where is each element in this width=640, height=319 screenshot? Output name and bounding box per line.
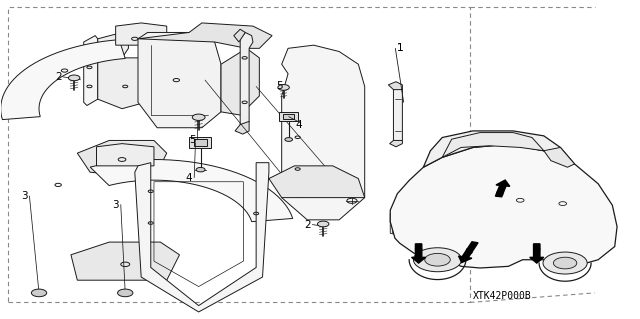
Polygon shape <box>394 88 403 144</box>
Circle shape <box>192 114 205 121</box>
Text: 1: 1 <box>397 43 403 53</box>
FancyArrow shape <box>412 244 426 263</box>
Polygon shape <box>135 163 269 312</box>
FancyArrow shape <box>495 180 510 197</box>
Polygon shape <box>390 140 403 147</box>
Polygon shape <box>138 33 221 128</box>
Text: 2: 2 <box>55 72 61 82</box>
Polygon shape <box>138 23 272 48</box>
Text: 4: 4 <box>296 120 302 130</box>
Circle shape <box>278 85 289 90</box>
Text: 1: 1 <box>397 43 403 53</box>
Circle shape <box>554 257 577 269</box>
Polygon shape <box>294 58 307 109</box>
Text: 2: 2 <box>304 219 310 230</box>
Polygon shape <box>234 29 245 42</box>
Polygon shape <box>77 140 167 179</box>
Polygon shape <box>98 33 129 58</box>
Polygon shape <box>189 137 211 148</box>
Polygon shape <box>544 147 575 167</box>
Polygon shape <box>71 242 179 280</box>
Polygon shape <box>442 133 544 157</box>
Polygon shape <box>193 139 207 146</box>
Circle shape <box>425 253 451 266</box>
Polygon shape <box>235 122 249 134</box>
Polygon shape <box>90 160 292 222</box>
Text: 5: 5 <box>189 136 196 145</box>
FancyArrow shape <box>458 242 478 263</box>
Text: XTK42P000B: XTK42P000B <box>472 291 531 301</box>
Circle shape <box>413 248 461 272</box>
Polygon shape <box>221 48 259 115</box>
Text: 4: 4 <box>186 173 193 182</box>
Polygon shape <box>390 144 617 268</box>
Circle shape <box>285 137 292 141</box>
Circle shape <box>31 289 47 297</box>
Polygon shape <box>97 144 154 166</box>
Polygon shape <box>279 112 298 122</box>
Polygon shape <box>269 166 365 197</box>
Text: 3: 3 <box>113 200 119 210</box>
Circle shape <box>118 289 133 297</box>
Text: 3: 3 <box>21 191 28 201</box>
Circle shape <box>68 75 80 81</box>
Circle shape <box>196 167 205 172</box>
Polygon shape <box>283 114 294 120</box>
Polygon shape <box>392 219 407 233</box>
Polygon shape <box>240 33 253 128</box>
Polygon shape <box>282 45 365 220</box>
Polygon shape <box>390 207 414 237</box>
Polygon shape <box>1 40 125 120</box>
Text: 5: 5 <box>276 81 283 92</box>
Circle shape <box>317 221 329 227</box>
Circle shape <box>543 252 587 274</box>
Polygon shape <box>84 36 98 106</box>
Polygon shape <box>98 58 157 109</box>
Polygon shape <box>388 82 403 90</box>
Polygon shape <box>423 131 575 167</box>
Polygon shape <box>285 51 307 64</box>
Polygon shape <box>116 23 167 45</box>
FancyArrow shape <box>530 244 544 263</box>
